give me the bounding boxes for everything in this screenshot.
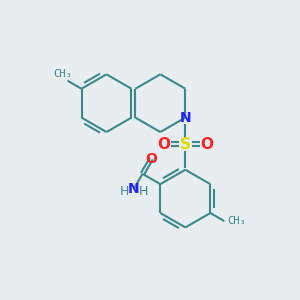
Text: CH₃: CH₃ (54, 69, 72, 79)
Text: H: H (138, 185, 148, 198)
Text: S: S (180, 136, 191, 152)
Text: O: O (200, 136, 213, 152)
Text: O: O (146, 152, 157, 166)
Text: N: N (179, 111, 191, 124)
Text: H: H (120, 185, 129, 198)
Text: N: N (128, 182, 140, 196)
Text: CH₃: CH₃ (227, 216, 246, 226)
Text: O: O (158, 136, 171, 152)
